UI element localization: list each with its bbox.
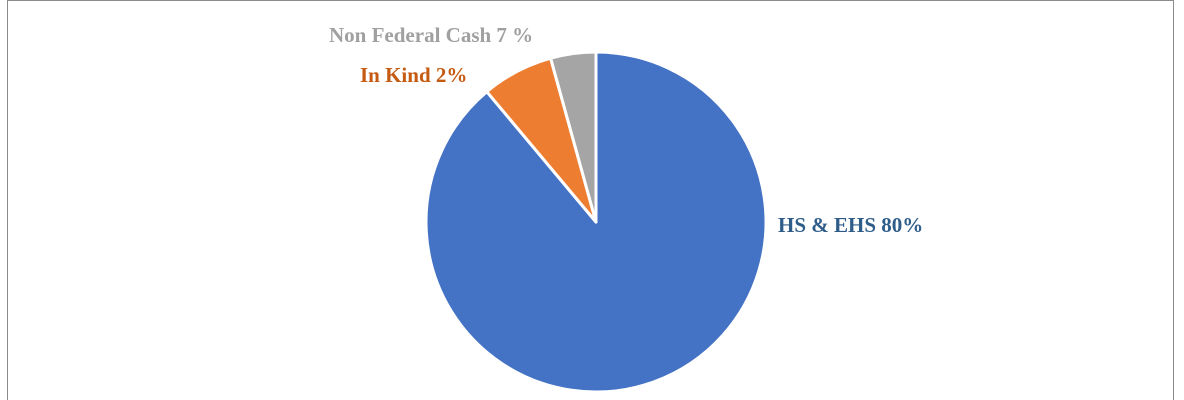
pie-slice-non-federal-cash: [549, 50, 598, 224]
data-label-in-kind: In Kind 2%: [360, 63, 467, 87]
data-label-non-federal-cash: Non Federal Cash 7 %: [329, 23, 533, 47]
data-label-hs-ehs: HS & EHS 80%: [778, 213, 923, 237]
